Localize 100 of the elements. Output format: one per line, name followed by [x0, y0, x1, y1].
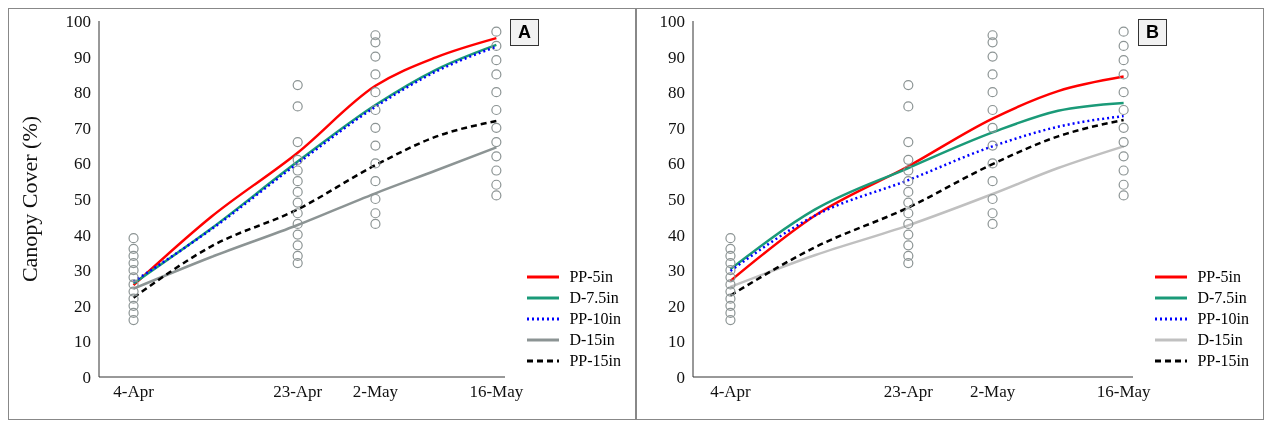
legend-label: PP-15in: [569, 351, 621, 370]
point: [128, 265, 139, 276]
point: [292, 154, 303, 165]
point: [903, 79, 914, 91]
point: [725, 272, 736, 283]
point: [128, 272, 139, 283]
legend-label: PP-10in: [1197, 309, 1249, 328]
point: [987, 140, 998, 151]
point: [128, 250, 139, 262]
point: [725, 250, 736, 262]
point: [903, 240, 914, 251]
point: [292, 136, 303, 148]
y-tick-label: 80: [74, 83, 91, 103]
point: [491, 40, 502, 52]
point: [491, 26, 502, 37]
y-tick-label: 50: [668, 190, 685, 210]
x-tick-label: 2-May: [969, 382, 1016, 402]
point: [370, 158, 381, 169]
point: [725, 307, 736, 319]
point: [1118, 190, 1129, 201]
y-tick-label: 70: [668, 118, 685, 138]
point: [1118, 104, 1129, 116]
x-tick-label: 23-Apr: [883, 382, 934, 402]
y-tick-label: 50: [74, 190, 91, 210]
x-tick-label: 4-Apr: [710, 382, 752, 402]
x-tick-label: 4-Apr: [113, 382, 155, 402]
point: [1118, 55, 1129, 66]
point: [491, 69, 502, 80]
point: [903, 136, 914, 148]
point: [987, 87, 998, 98]
point: [725, 293, 736, 304]
point: [987, 208, 998, 219]
y-tick-label: 10: [74, 332, 91, 352]
point: [1118, 87, 1129, 98]
point: [987, 69, 998, 80]
point: [1118, 26, 1129, 37]
point: [725, 265, 736, 276]
point: [1118, 151, 1129, 162]
legend-label: D-15in: [569, 330, 615, 349]
point: [725, 233, 736, 244]
legend-label: PP-15in: [1197, 351, 1249, 370]
y-tick-label: 90: [668, 47, 685, 67]
y-tick-label: 30: [668, 261, 685, 281]
x-tick-label: 16-May: [469, 382, 524, 402]
y-axis-title: Canopy Cover (%): [16, 115, 42, 283]
y-tick-label: 10: [668, 332, 685, 352]
point: [292, 176, 303, 187]
y-tick-label: 70: [74, 118, 91, 138]
point: [128, 300, 139, 311]
point: [292, 79, 303, 91]
y-tick-label: 40: [74, 225, 91, 245]
y-tick-label: 80: [668, 83, 685, 103]
chart-title: A: [510, 19, 539, 46]
legend-label: PP-5in: [569, 267, 613, 286]
point: [987, 37, 998, 48]
y-tick-label: 20: [668, 296, 685, 316]
point: [370, 193, 381, 205]
point: [370, 176, 381, 187]
point: [292, 229, 303, 240]
point: [1118, 122, 1129, 133]
point: [128, 314, 139, 326]
point: [128, 233, 139, 244]
legend-label: D-15in: [1197, 330, 1243, 349]
point: [292, 250, 303, 262]
point: [987, 51, 998, 62]
legend-label: PP-5in: [1197, 267, 1241, 286]
point: [128, 307, 139, 319]
point: [128, 257, 139, 269]
point: [128, 293, 139, 304]
point: [903, 208, 914, 219]
point: [903, 197, 914, 208]
point: [491, 165, 502, 176]
point: [491, 104, 502, 116]
point: [1118, 179, 1129, 190]
y-tick-label: 20: [74, 296, 91, 316]
x-tick-label: 2-May: [352, 382, 399, 402]
x-tick-label: 16-May: [1096, 382, 1152, 402]
point: [292, 208, 303, 219]
point: [903, 186, 914, 197]
point: [725, 243, 736, 254]
legend-label: D-7.5in: [1197, 288, 1247, 307]
point: [491, 151, 502, 162]
point: [987, 218, 998, 230]
point: [128, 243, 139, 254]
y-tick-label: 40: [668, 225, 685, 245]
point: [987, 122, 998, 133]
point: [370, 87, 381, 98]
point: [1118, 165, 1129, 176]
point: [370, 69, 381, 80]
point: [370, 30, 381, 41]
point: [903, 154, 914, 165]
point: [903, 165, 914, 176]
point: [725, 257, 736, 269]
point: [987, 193, 998, 205]
point: [370, 122, 381, 133]
y-tick-label: 0: [676, 368, 685, 388]
point: [491, 55, 502, 66]
point: [903, 250, 914, 262]
point: [370, 208, 381, 219]
point: [491, 122, 502, 133]
